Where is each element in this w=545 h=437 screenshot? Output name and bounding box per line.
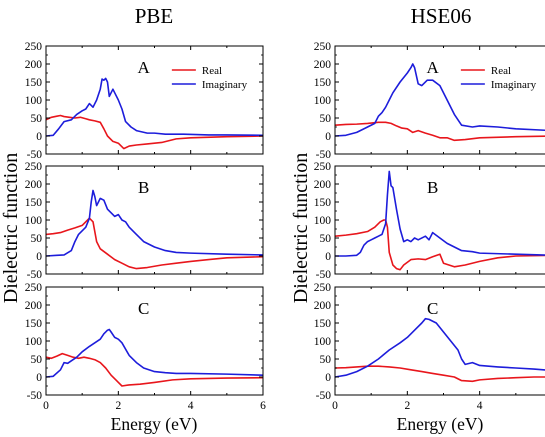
x-tick-label: 4 bbox=[188, 400, 194, 412]
column-title-hse06: HSE06 bbox=[411, 4, 472, 28]
y-tick-label: 250 bbox=[314, 161, 332, 173]
series-line-imaginary bbox=[46, 189, 263, 257]
series-line-imaginary bbox=[46, 77, 263, 137]
y-tick-label: -50 bbox=[316, 149, 332, 161]
y-axis-label-left: Dielectric function bbox=[0, 153, 22, 304]
y-tick-label: 100 bbox=[25, 215, 43, 227]
series-line-real bbox=[335, 219, 545, 271]
y-tick-label: 200 bbox=[314, 59, 332, 71]
legend: Real Imaginary bbox=[460, 65, 537, 91]
panel-label: B bbox=[138, 178, 149, 197]
legend-label-imaginary: Imaginary bbox=[491, 79, 537, 91]
y-tick-label: 50 bbox=[31, 354, 43, 366]
series-line-real bbox=[46, 114, 263, 150]
y-tick-label: -50 bbox=[316, 269, 332, 281]
x-tick-label: 2 bbox=[404, 400, 410, 412]
y-tick-label: 100 bbox=[314, 336, 332, 348]
y-tick-label: -50 bbox=[27, 269, 43, 281]
x-axis-label-right: Energy (eV) bbox=[397, 414, 484, 434]
x-tick-label: 6 bbox=[260, 400, 266, 412]
y-tick-label: 150 bbox=[25, 318, 43, 330]
panel-label: C bbox=[138, 299, 149, 318]
x-axis-label-left: Energy (eV) bbox=[111, 414, 198, 434]
y-tick-label: 100 bbox=[25, 336, 43, 348]
y-tick-label: 200 bbox=[25, 59, 43, 71]
series-line-imaginary bbox=[46, 328, 263, 378]
y-tick-label: 50 bbox=[320, 233, 332, 245]
series-line-imaginary bbox=[335, 170, 545, 257]
y-tick-label: 0 bbox=[36, 251, 42, 263]
y-tick-label: 250 bbox=[25, 161, 43, 173]
panel-hse06-a: -50 0 50 100 150 200 250 A Real Imaginary bbox=[314, 41, 545, 161]
legend: Real Imaginary bbox=[171, 65, 248, 91]
y-tick-label: 50 bbox=[320, 113, 332, 125]
y-axis-label-right: Dielectric function bbox=[290, 153, 312, 304]
legend-label-real: Real bbox=[202, 65, 222, 77]
column-title-pbe: PBE bbox=[135, 4, 174, 28]
y-tick-label: 0 bbox=[36, 372, 42, 384]
y-tick-label: -50 bbox=[27, 149, 43, 161]
y-tick-label: 150 bbox=[314, 318, 332, 330]
x-tick-label: 4 bbox=[477, 400, 483, 412]
y-tick-label: 200 bbox=[25, 300, 43, 312]
plot-frame bbox=[334, 286, 545, 396]
y-tick-label: 250 bbox=[314, 41, 332, 53]
y-tick-label: 200 bbox=[25, 179, 43, 191]
panel-label: A bbox=[138, 58, 151, 77]
y-tick-label: 50 bbox=[31, 113, 43, 125]
y-tick-label: 50 bbox=[31, 233, 43, 245]
y-tick-label: 100 bbox=[314, 95, 332, 107]
y-tick-label: 50 bbox=[320, 354, 332, 366]
y-tick-label: 0 bbox=[325, 131, 331, 143]
y-tick-label: 200 bbox=[314, 179, 332, 191]
y-tick-label: 200 bbox=[314, 300, 332, 312]
panel-pbe-b: -50 0 50 100 150 200 250 B bbox=[25, 161, 264, 281]
y-tick-label: 150 bbox=[314, 197, 332, 209]
panel-pbe-a: -50 0 50 100 150 200 250 A Real Imaginary bbox=[25, 41, 264, 161]
panel-label: A bbox=[427, 58, 440, 77]
y-tick-label: -50 bbox=[27, 390, 43, 402]
y-tick-label: 150 bbox=[25, 197, 43, 209]
series-line-imaginary bbox=[335, 63, 545, 137]
y-tick-label: 0 bbox=[325, 372, 331, 384]
panel-hse06-b: -50 0 50 100 150 200 250 B bbox=[314, 161, 545, 281]
plot-frame bbox=[45, 45, 264, 155]
series-line-real bbox=[335, 121, 545, 142]
y-tick-label: 0 bbox=[36, 131, 42, 143]
y-tick-label: -50 bbox=[316, 390, 332, 402]
series-line-imaginary bbox=[335, 317, 545, 378]
y-tick-label: 100 bbox=[314, 215, 332, 227]
y-tick-label: 150 bbox=[25, 77, 43, 89]
series-line-real bbox=[46, 352, 263, 387]
panel-label: B bbox=[427, 178, 438, 197]
series-line-real bbox=[46, 217, 263, 270]
plot-frame bbox=[334, 165, 545, 275]
x-tick-label: 2 bbox=[115, 400, 121, 412]
y-tick-label: 100 bbox=[25, 95, 43, 107]
y-tick-label: 0 bbox=[325, 251, 331, 263]
x-tick-label: 0 bbox=[43, 400, 49, 412]
y-tick-label: 150 bbox=[314, 77, 332, 89]
panel-label: C bbox=[427, 299, 438, 318]
y-tick-label: 250 bbox=[25, 41, 43, 53]
legend-label-real: Real bbox=[491, 65, 511, 77]
legend-label-imaginary: Imaginary bbox=[202, 79, 248, 91]
y-tick-label: 250 bbox=[25, 282, 43, 294]
x-tick-label: 0 bbox=[332, 400, 338, 412]
y-tick-label: 250 bbox=[314, 282, 332, 294]
